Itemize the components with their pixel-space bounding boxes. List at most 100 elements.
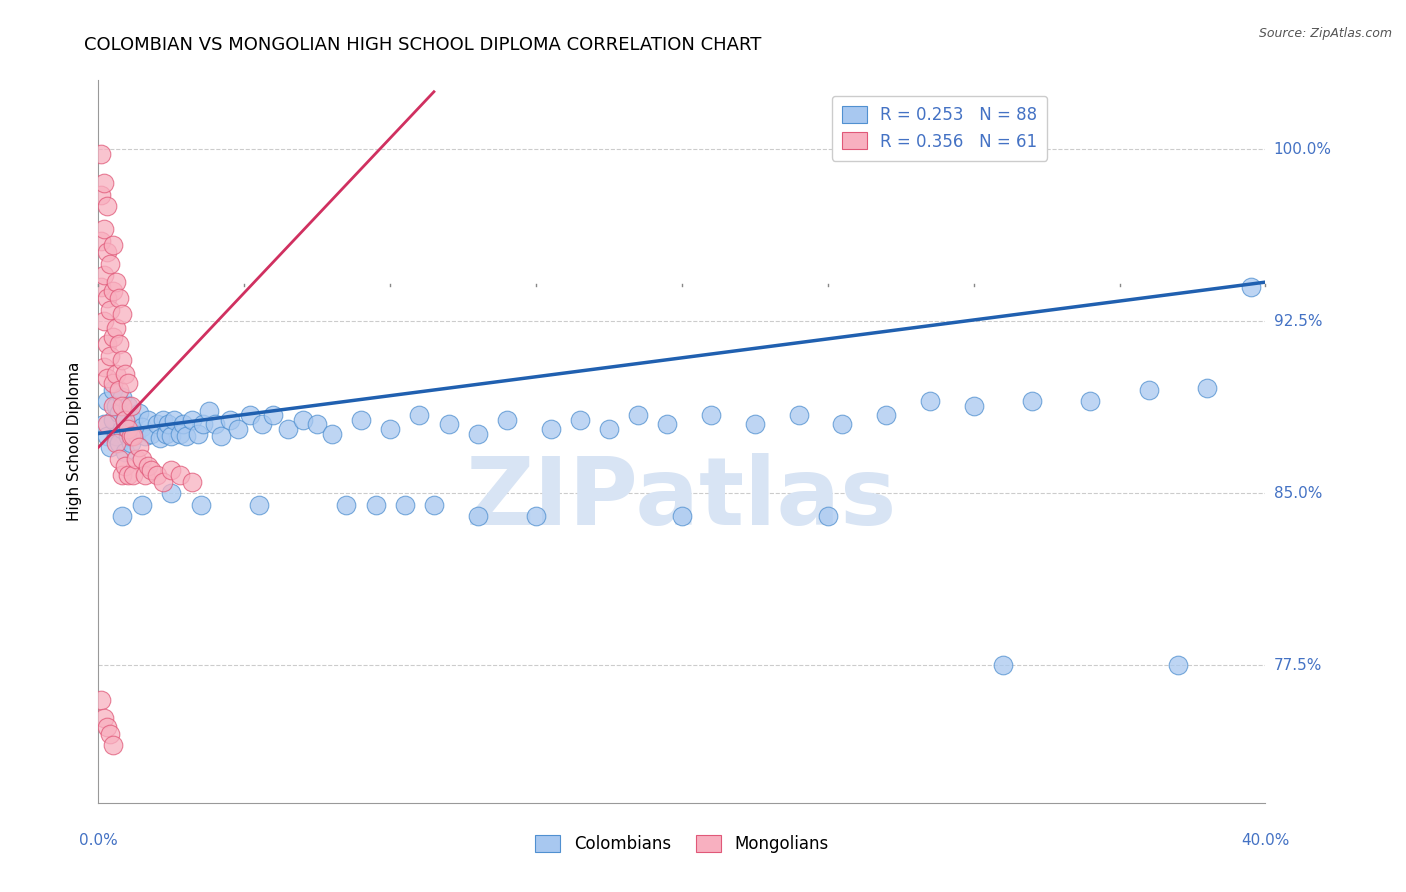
Point xyxy=(122,467,145,482)
Point xyxy=(120,429,142,443)
Text: 92.5%: 92.5% xyxy=(1274,314,1322,328)
Point xyxy=(117,422,139,436)
Point xyxy=(111,390,134,404)
Point xyxy=(134,429,156,443)
Point xyxy=(117,399,139,413)
Point xyxy=(152,475,174,489)
Text: 77.5%: 77.5% xyxy=(1274,657,1322,673)
Point xyxy=(157,417,180,432)
Point xyxy=(93,417,115,432)
Point xyxy=(122,413,145,427)
Point xyxy=(831,417,853,432)
Point xyxy=(90,188,112,202)
Point xyxy=(335,498,357,512)
Point xyxy=(96,371,118,385)
Point xyxy=(128,406,150,420)
Point xyxy=(120,399,142,413)
Point xyxy=(98,302,121,317)
Text: 0.0%: 0.0% xyxy=(79,833,118,848)
Point xyxy=(918,394,941,409)
Point xyxy=(180,413,202,427)
Point xyxy=(96,291,118,305)
Point xyxy=(671,509,693,524)
Point xyxy=(93,177,115,191)
Point xyxy=(146,417,169,432)
Point xyxy=(98,257,121,271)
Point xyxy=(744,417,766,432)
Point xyxy=(128,440,150,454)
Point xyxy=(209,429,232,443)
Point xyxy=(700,408,723,422)
Point xyxy=(136,413,159,427)
Point xyxy=(408,408,430,422)
Point xyxy=(98,349,121,363)
Point xyxy=(111,399,134,413)
Point xyxy=(204,417,226,432)
Point xyxy=(1167,658,1189,673)
Point xyxy=(131,451,153,466)
Point xyxy=(101,413,124,427)
Point xyxy=(139,426,162,441)
Point xyxy=(114,445,136,459)
Point xyxy=(364,498,387,512)
Point xyxy=(160,429,183,443)
Point xyxy=(239,408,262,422)
Point xyxy=(111,422,134,436)
Point xyxy=(111,467,134,482)
Point xyxy=(108,383,131,397)
Point xyxy=(104,367,127,381)
Point xyxy=(174,429,197,443)
Point xyxy=(437,417,460,432)
Point xyxy=(136,458,159,473)
Point xyxy=(139,463,162,477)
Point xyxy=(169,467,191,482)
Point xyxy=(114,367,136,381)
Point xyxy=(101,383,124,397)
Point xyxy=(101,238,124,252)
Point xyxy=(247,498,270,512)
Point xyxy=(394,498,416,512)
Point xyxy=(90,234,112,248)
Point xyxy=(98,440,121,454)
Point xyxy=(187,426,209,441)
Point xyxy=(307,417,329,432)
Text: 40.0%: 40.0% xyxy=(1241,833,1289,848)
Point xyxy=(111,353,134,368)
Point xyxy=(172,417,194,432)
Point xyxy=(962,399,984,413)
Point xyxy=(198,403,221,417)
Point xyxy=(93,222,115,236)
Point xyxy=(104,399,127,413)
Point xyxy=(496,413,519,427)
Point xyxy=(101,739,124,753)
Text: ZIPatlas: ZIPatlas xyxy=(467,453,897,545)
Point xyxy=(114,458,136,473)
Point xyxy=(120,422,142,436)
Point xyxy=(1080,394,1102,409)
Point xyxy=(163,413,186,427)
Point xyxy=(1137,383,1160,397)
Point xyxy=(93,359,115,374)
Point xyxy=(131,498,153,512)
Point xyxy=(1240,279,1263,293)
Point xyxy=(104,429,127,443)
Point xyxy=(467,426,489,441)
Point xyxy=(152,413,174,427)
Point xyxy=(125,426,148,441)
Point xyxy=(991,658,1014,673)
Point xyxy=(540,422,562,436)
Text: Source: ZipAtlas.com: Source: ZipAtlas.com xyxy=(1258,27,1392,40)
Point xyxy=(125,451,148,466)
Point xyxy=(787,408,810,422)
Point xyxy=(1021,394,1043,409)
Point xyxy=(875,408,897,422)
Point xyxy=(108,435,131,450)
Point xyxy=(117,376,139,390)
Point xyxy=(193,417,215,432)
Point xyxy=(108,406,131,420)
Point xyxy=(96,245,118,260)
Point xyxy=(96,417,118,432)
Point xyxy=(96,199,118,213)
Point xyxy=(250,417,273,432)
Point xyxy=(218,413,240,427)
